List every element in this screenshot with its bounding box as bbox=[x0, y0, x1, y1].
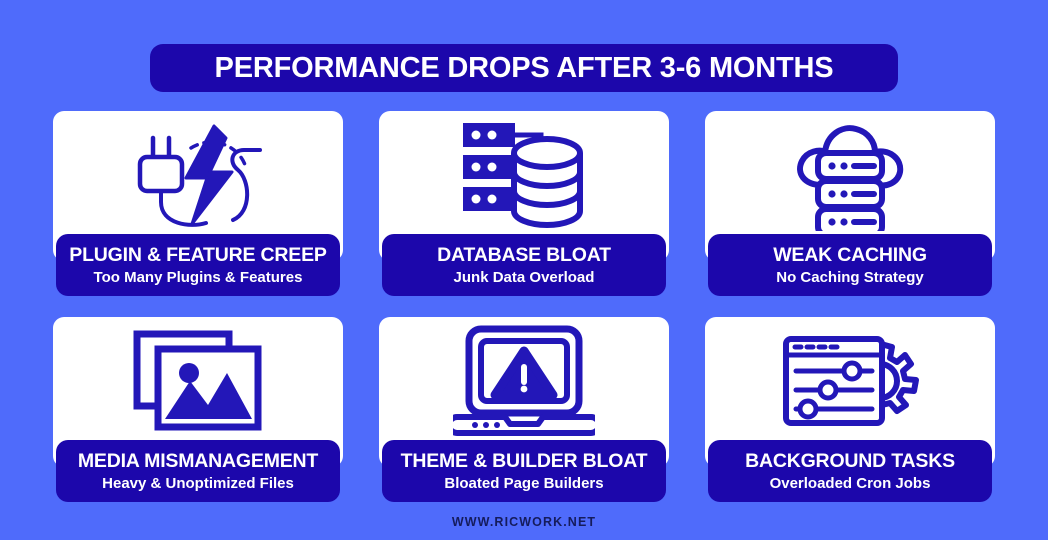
card-database-bloat[interactable]: DATABASE BLOAT Junk Data Overload bbox=[379, 111, 669, 296]
card-title: MEDIA MISMANAGEMENT bbox=[77, 450, 319, 473]
plug-lightning-icon bbox=[53, 111, 343, 239]
card-label-band: BACKGROUND TASKS Overloaded Cron Jobs bbox=[708, 440, 992, 502]
card-subtitle: Overloaded Cron Jobs bbox=[769, 475, 931, 493]
settings-sliders-gear-icon bbox=[705, 317, 995, 445]
card-media-mismanagement[interactable]: MEDIA MISMANAGEMENT Heavy & Unoptimized … bbox=[53, 317, 343, 502]
card-background-tasks[interactable]: BACKGROUND TASKS Overloaded Cron Jobs bbox=[705, 317, 995, 502]
card-title: THEME & BUILDER BLOAT bbox=[400, 450, 648, 473]
page-title: PERFORMANCE DROPS AFTER 3-6 MONTHS bbox=[214, 51, 834, 84]
card-plugin-feature-creep[interactable]: PLUGIN & FEATURE CREEP Too Many Plugins … bbox=[53, 111, 343, 296]
laptop-warning-icon bbox=[379, 317, 669, 445]
card-subtitle: Too Many Plugins & Features bbox=[93, 269, 303, 287]
card-subtitle: Junk Data Overload bbox=[453, 269, 595, 287]
card-weak-caching[interactable]: WEAK CACHING No Caching Strategy bbox=[705, 111, 995, 296]
page-title-bar: PERFORMANCE DROPS AFTER 3-6 MONTHS bbox=[150, 44, 898, 92]
card-label-band: WEAK CACHING No Caching Strategy bbox=[708, 234, 992, 296]
card-title: WEAK CACHING bbox=[773, 244, 927, 267]
card-label-band: THEME & BUILDER BLOAT Bloated Page Build… bbox=[382, 440, 666, 502]
card-subtitle: No Caching Strategy bbox=[776, 269, 924, 287]
card-title: BACKGROUND TASKS bbox=[745, 450, 955, 473]
card-subtitle: Heavy & Unoptimized Files bbox=[102, 475, 294, 493]
card-theme-builder-bloat[interactable]: THEME & BUILDER BLOAT Bloated Page Build… bbox=[379, 317, 669, 502]
image-stack-icon bbox=[53, 317, 343, 445]
card-subtitle: Bloated Page Builders bbox=[444, 475, 604, 493]
database-server-icon bbox=[379, 111, 669, 239]
cloud-server-icon bbox=[705, 111, 995, 239]
card-label-band: DATABASE BLOAT Junk Data Overload bbox=[382, 234, 666, 296]
card-title: PLUGIN & FEATURE CREEP bbox=[69, 244, 327, 267]
footer-website: WWW.RICWORK.NET bbox=[451, 515, 597, 529]
card-label-band: MEDIA MISMANAGEMENT Heavy & Unoptimized … bbox=[56, 440, 340, 502]
card-title: DATABASE BLOAT bbox=[437, 244, 611, 267]
card-label-band: PLUGIN & FEATURE CREEP Too Many Plugins … bbox=[56, 234, 340, 296]
